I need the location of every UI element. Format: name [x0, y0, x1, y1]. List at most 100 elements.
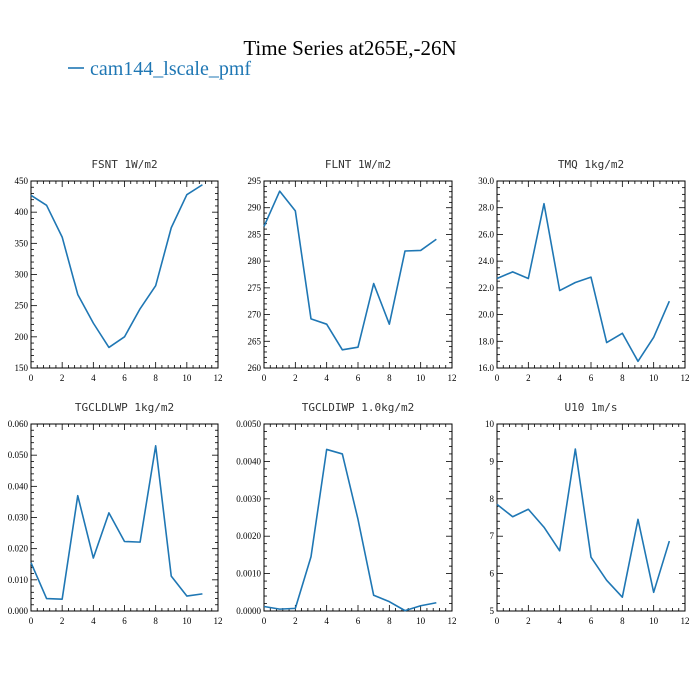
y-tick-label: 295 [248, 176, 262, 186]
x-tick-label: 6 [122, 616, 127, 626]
x-tick-label: 4 [557, 373, 562, 383]
y-tick-label: 0.0050 [236, 419, 261, 429]
x-tick-label: 8 [387, 616, 392, 626]
chart-panel: TGCLDLWP 1kg/m2 0 2 4 6 8 10 12 0.000 0.010 0.020 0… [8, 401, 223, 626]
y-tick-label: 0.040 [8, 481, 29, 491]
series-line [30, 445, 203, 600]
y-tick-label: 26.0 [478, 229, 494, 239]
x-tick-label: 0 [495, 616, 500, 626]
y-tick-label: 250 [15, 301, 29, 311]
x-tick-label: 8 [153, 373, 158, 383]
y-tick-label: 0.030 [8, 513, 29, 523]
axes-frame [30, 180, 219, 369]
x-tick-label: 12 [448, 373, 457, 383]
y-tick-label: 0.060 [8, 419, 29, 429]
x-tick-label: 4 [324, 616, 329, 626]
y-tick-label: 20.0 [478, 310, 494, 320]
y-tick-label: 270 [248, 310, 262, 320]
y-tick-label: 24.0 [478, 256, 494, 266]
x-tick-label: 6 [122, 373, 127, 383]
y-tick-label: 16.0 [478, 363, 494, 373]
x-tick-label: 0 [29, 616, 34, 626]
y-tick-label: 0.0000 [236, 606, 261, 616]
chart-panel: U10 1m/s 0 2 4 6 8 10 12 5 6 7 8 9 10 [485, 401, 690, 626]
x-tick-label: 0 [29, 373, 34, 383]
y-tick-label: 200 [15, 332, 29, 342]
y-tick-label: 9 [490, 456, 495, 466]
x-tick-label: 0 [495, 373, 500, 383]
series-line [496, 448, 671, 598]
x-tick-label: 12 [681, 616, 690, 626]
panel-title: U10 1m/s [565, 401, 618, 414]
y-tick-label: 280 [248, 256, 262, 266]
y-tick-label: 18.0 [478, 336, 494, 346]
y-tick-label: 0.020 [8, 544, 29, 554]
y-tick-label: 0.0020 [236, 531, 261, 541]
y-tick-label: 150 [15, 363, 29, 373]
x-tick-label: 6 [356, 373, 361, 383]
y-tick-label: 28.0 [478, 203, 494, 213]
panel-title: FLNT 1W/m2 [325, 158, 391, 171]
y-tick-label: 0.0040 [236, 456, 261, 466]
x-tick-label: 10 [649, 616, 659, 626]
chart-panel: FLNT 1W/m2 0 2 4 6 8 10 12 260 265 270 275 280 285 290… [248, 158, 457, 383]
y-tick-label: 30.0 [478, 176, 494, 186]
y-tick-label: 0.050 [8, 450, 29, 460]
y-tick-label: 290 [248, 203, 262, 213]
y-tick-label: 350 [15, 238, 29, 248]
y-tick-label: 285 [248, 229, 262, 239]
x-tick-label: 0 [262, 616, 267, 626]
y-tick-label: 275 [248, 283, 262, 293]
y-tick-label: 22.0 [478, 283, 494, 293]
y-tick-label: 0.0010 [236, 569, 261, 579]
x-tick-label: 4 [91, 616, 96, 626]
x-tick-label: 10 [182, 373, 192, 383]
chart-panel: FSNT 1W/m2 0 2 4 6 8 10 12 150 200 250 300 350 400 450 [15, 158, 223, 383]
x-tick-label: 2 [526, 373, 531, 383]
x-tick-label: 10 [416, 616, 426, 626]
panels: FSNT 1W/m20 2 4 6 8 10 12150200250300350400450… [8, 158, 690, 626]
x-tick-label: 12 [214, 373, 223, 383]
panel-title: FSNT 1W/m2 [91, 158, 157, 171]
y-tick-label: 400 [15, 207, 29, 217]
x-tick-label: 8 [620, 373, 625, 383]
x-tick-label: 12 [681, 373, 690, 383]
y-tick-label: 265 [248, 336, 262, 346]
x-tick-label: 2 [60, 616, 65, 626]
x-tick-label: 2 [293, 373, 298, 383]
x-tick-label: 2 [293, 616, 298, 626]
panel-title: TMQ 1kg/m2 [558, 158, 624, 171]
y-tick-label: 10 [485, 419, 495, 429]
figure-title: Time Series at265E,-26N [243, 36, 456, 60]
x-tick-label: 6 [589, 616, 594, 626]
y-tick-label: 0.000 [8, 606, 29, 616]
x-tick-label: 8 [153, 616, 158, 626]
chart-panel: TMQ 1kg/m2 0 2 4 6 8 10 12 16.0 18.0 20.0 22.0 24.0 2… [478, 158, 689, 383]
x-tick-label: 8 [387, 373, 392, 383]
axes-frame [263, 180, 453, 369]
x-tick-label: 2 [60, 373, 65, 383]
x-tick-label: 8 [620, 616, 625, 626]
y-tick-label: 0.010 [8, 575, 29, 585]
x-tick-label: 4 [557, 616, 562, 626]
series-line [263, 448, 437, 612]
x-tick-label: 2 [526, 616, 531, 626]
x-tick-label: 10 [182, 616, 192, 626]
series-line [496, 202, 671, 363]
x-tick-label: 10 [649, 373, 659, 383]
x-tick-label: 10 [416, 373, 426, 383]
panel-title: TGCLDLWP 1kg/m2 [75, 401, 174, 414]
y-tick-label: 300 [15, 270, 29, 280]
series-line [30, 184, 203, 349]
x-tick-label: 0 [262, 373, 267, 383]
y-tick-label: 0.0030 [236, 494, 261, 504]
y-tick-label: 450 [15, 176, 29, 186]
panel-title: TGCLDIWP 1.0kg/m2 [302, 401, 415, 414]
x-tick-label: 12 [448, 616, 457, 626]
legend: cam144_lscale_pmf [68, 58, 251, 80]
x-tick-label: 4 [91, 373, 96, 383]
y-tick-label: 7 [490, 531, 495, 541]
y-tick-label: 8 [490, 494, 495, 504]
y-tick-label: 5 [490, 606, 495, 616]
